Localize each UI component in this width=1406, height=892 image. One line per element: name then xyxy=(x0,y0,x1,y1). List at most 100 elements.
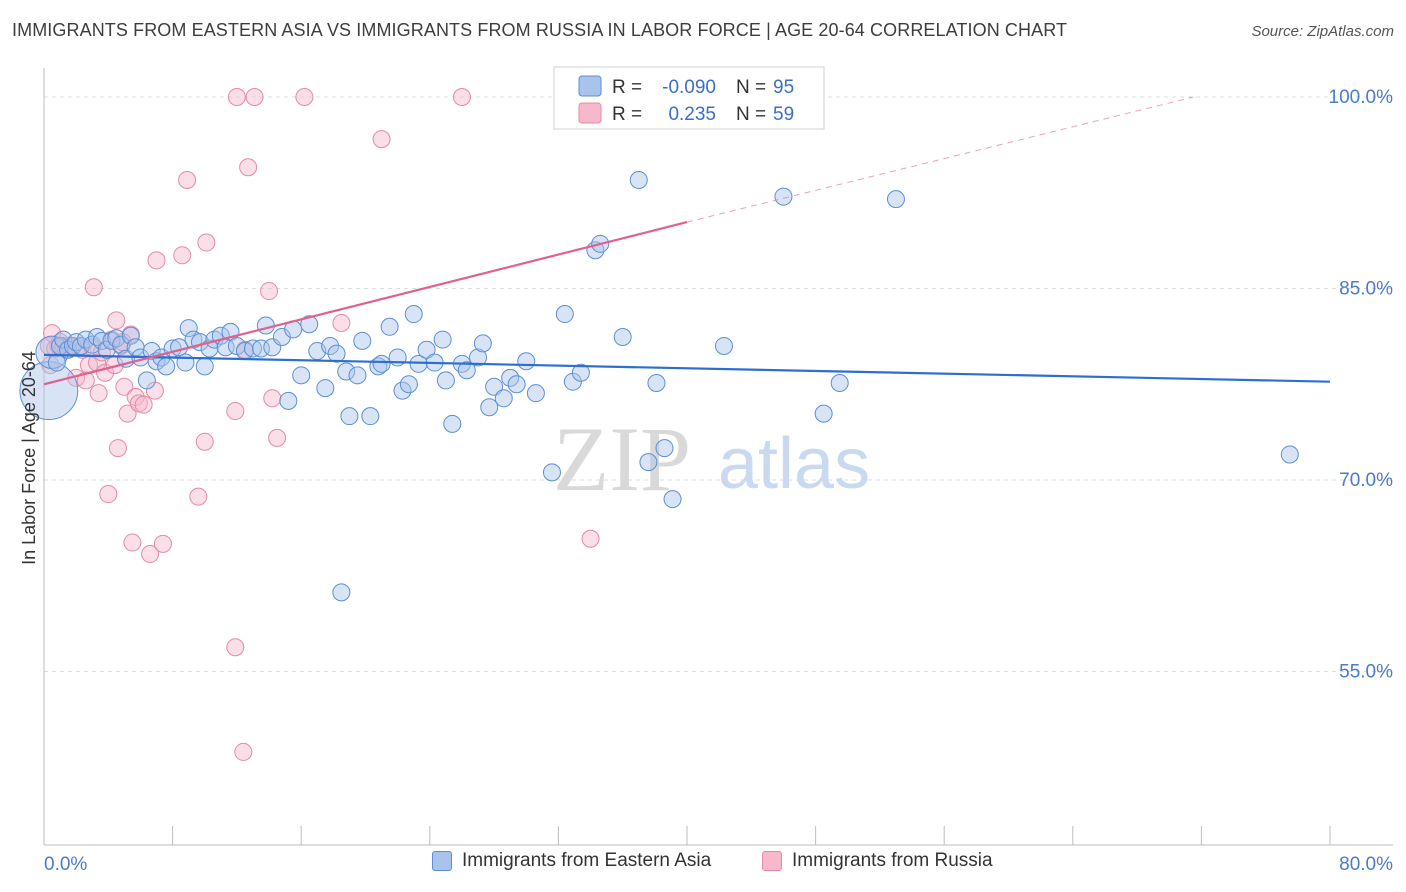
eastern-asia-point xyxy=(629,170,648,189)
eastern-asia-trend-line xyxy=(43,353,1331,383)
legend-swatch-blue xyxy=(578,75,602,97)
russia-point xyxy=(84,278,103,297)
eastern-asia-point xyxy=(814,404,833,423)
russia-point xyxy=(581,529,600,548)
eastern-asia-points xyxy=(19,170,1299,602)
y-tick-label-3: 55.0% xyxy=(1339,662,1393,683)
russia-point xyxy=(239,158,258,177)
eastern-asia-point xyxy=(714,336,733,355)
russia-point xyxy=(268,428,287,447)
eastern-asia-point xyxy=(436,371,455,390)
russia-point xyxy=(141,545,160,564)
eastern-asia-point xyxy=(571,363,590,382)
legend-n-value-1: 95 xyxy=(773,77,794,98)
eastern-asia-point xyxy=(121,326,140,345)
russia-point xyxy=(245,88,264,106)
russia-points xyxy=(39,88,600,761)
eastern-asia-point xyxy=(279,391,298,410)
eastern-asia-point xyxy=(332,583,351,602)
eastern-asia-point xyxy=(417,340,436,359)
eastern-asia-point xyxy=(399,375,418,394)
eastern-asia-point xyxy=(404,305,423,324)
russia-point xyxy=(115,377,134,396)
eastern-asia-point xyxy=(353,331,372,350)
legend-item-russia[interactable]: Immigrants from Russia xyxy=(762,850,993,872)
russia-point xyxy=(452,88,471,106)
y-axis-label: In Labor Force | Age 20-64 xyxy=(19,351,39,565)
eastern-asia-point xyxy=(457,361,476,380)
y-tick-label-0: 100.0% xyxy=(1329,87,1394,108)
russia-point xyxy=(189,487,208,506)
eastern-asia-point xyxy=(137,371,156,390)
watermark-atlas: atlas xyxy=(718,424,870,504)
eastern-asia-point xyxy=(300,315,319,334)
eastern-asia-point xyxy=(663,490,682,509)
legend-r-label-1: R = xyxy=(612,77,642,98)
gridlines xyxy=(44,96,1393,672)
eastern-asia-point xyxy=(886,190,905,209)
watermark: ZIP atlas xyxy=(553,408,870,510)
russia-trend-extension xyxy=(686,96,1194,223)
eastern-asia-point xyxy=(256,316,275,335)
eastern-asia-point xyxy=(542,463,561,482)
eastern-asia-point xyxy=(372,354,391,373)
russia-point xyxy=(263,389,282,408)
eastern-asia-point xyxy=(555,305,574,324)
y-tick-label-2: 70.0% xyxy=(1339,470,1393,491)
eastern-asia-point xyxy=(517,352,536,371)
russia-point xyxy=(178,170,197,189)
eastern-asia-point xyxy=(473,334,492,353)
eastern-asia-point xyxy=(380,317,399,336)
legend-item-eastern-asia[interactable]: Immigrants from Eastern Asia xyxy=(432,850,711,872)
russia-point xyxy=(89,384,108,403)
eastern-asia-point xyxy=(327,344,346,363)
eastern-asia-point xyxy=(1280,445,1299,464)
eastern-asia-point xyxy=(526,384,545,403)
legend-n-label-1: N = xyxy=(736,77,766,98)
eastern-asia-point xyxy=(337,362,356,381)
eastern-asia-point xyxy=(340,407,359,426)
x-tick-label-1: 80.0% xyxy=(1339,854,1393,875)
x-tick-label-0: 0.0% xyxy=(44,854,87,875)
eastern-asia-point xyxy=(774,187,793,206)
legend-r-value-2: 0.235 xyxy=(668,104,716,125)
legend-n-value-2: 59 xyxy=(773,104,794,125)
legend-swatch-eastern-asia xyxy=(432,851,452,871)
eastern-asia-point xyxy=(102,331,121,350)
eastern-asia-point xyxy=(157,357,176,376)
legend-swatch-russia xyxy=(762,851,782,871)
russia-point xyxy=(195,432,214,451)
tick-labels: 100.0% 85.0% 70.0% 55.0% 0.0% 80.0% xyxy=(44,87,1393,875)
bottom-legend: Immigrants from Eastern Asia Immigrants … xyxy=(0,850,1406,878)
russia-point xyxy=(295,88,314,106)
legend-label-russia: Immigrants from Russia xyxy=(792,850,993,871)
eastern-asia-point xyxy=(469,348,488,367)
russia-point xyxy=(123,533,142,552)
eastern-asia-point xyxy=(112,335,131,354)
russia-point xyxy=(173,246,192,265)
eastern-asia-point xyxy=(179,319,198,338)
legend-n-label-2: N = xyxy=(736,104,766,125)
eastern-asia-point xyxy=(639,453,658,472)
eastern-asia-point xyxy=(393,381,412,400)
chart-title: IMMIGRANTS FROM EASTERN ASIA VS IMMIGRAN… xyxy=(12,20,1068,40)
russia-point xyxy=(118,404,137,423)
eastern-asia-point xyxy=(501,368,520,387)
russia-point xyxy=(234,742,253,761)
eastern-asia-point xyxy=(485,377,504,396)
eastern-asia-point xyxy=(348,366,367,385)
eastern-asia-point xyxy=(195,357,214,376)
eastern-asia-point xyxy=(655,439,674,458)
russia-point xyxy=(147,251,166,270)
russia-point xyxy=(108,439,127,458)
trend-lines xyxy=(43,96,1331,386)
russia-point xyxy=(227,88,246,106)
eastern-asia-point xyxy=(321,336,340,355)
source-label: Source: ZipAtlas.com xyxy=(1251,23,1394,40)
axes xyxy=(43,68,1393,846)
eastern-asia-point xyxy=(443,414,462,433)
legend-r-value-1: -0.090 xyxy=(662,77,716,98)
russia-point xyxy=(226,638,245,657)
legend-swatch-pink xyxy=(578,102,602,124)
